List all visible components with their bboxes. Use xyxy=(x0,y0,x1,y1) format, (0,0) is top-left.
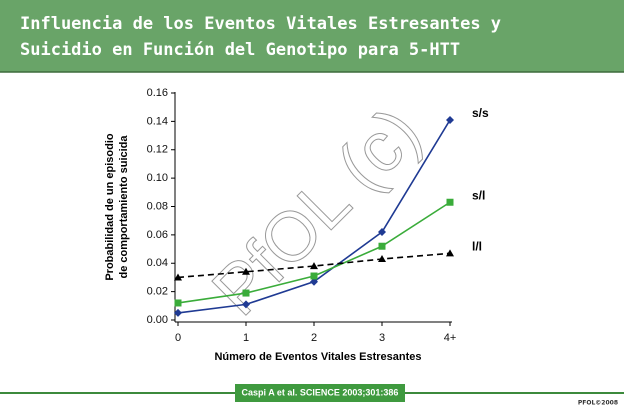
title-line: Influencia de los Eventos Vitales Estres… xyxy=(20,14,501,34)
point xyxy=(242,300,250,309)
y-tick-label: 0.00 xyxy=(147,314,168,326)
x-tick-label: 2 xyxy=(311,332,317,344)
y-tick-label: 0.14 xyxy=(147,115,168,127)
y-tick-label: 0.04 xyxy=(147,257,168,269)
point xyxy=(378,242,386,250)
citation: Caspi A et al. SCIENCE 2003;301:386 xyxy=(242,387,399,397)
y-tick-label: 0.16 xyxy=(147,87,168,99)
point xyxy=(310,272,318,280)
x-tick-label: 1 xyxy=(243,332,249,344)
point xyxy=(446,249,454,257)
point xyxy=(174,273,182,281)
y-tick-label: 0.08 xyxy=(147,200,168,212)
y-tick-label: 0.02 xyxy=(147,286,168,298)
point xyxy=(446,198,454,206)
y-axis-label: Probabilidad de un episodio xyxy=(104,133,116,281)
x-tick-label: 0 xyxy=(175,332,181,344)
point xyxy=(446,115,454,124)
header xyxy=(0,0,624,72)
title-line: Suicidio en Función del Genotipo para 5-… xyxy=(20,40,460,60)
citation-box xyxy=(235,384,405,402)
x-axis-label: Número de Eventos Vitales Estresantes xyxy=(214,351,421,363)
point xyxy=(242,267,250,275)
footer-text: PFOL©2008 xyxy=(578,400,618,407)
point xyxy=(174,299,182,307)
point xyxy=(242,289,250,297)
point xyxy=(174,308,182,317)
x-tick-label: 4+ xyxy=(444,332,457,344)
y-axis-label: de comportamiento suicida xyxy=(118,135,130,279)
x-tick-label: 3 xyxy=(379,332,385,344)
series-label: l/l xyxy=(472,239,482,253)
y-tick-label: 0.06 xyxy=(147,229,168,241)
point xyxy=(378,254,386,262)
series-label: s/l xyxy=(472,188,485,202)
series-line xyxy=(177,252,451,279)
y-tick-label: 0.10 xyxy=(147,172,168,184)
series-label: s/s xyxy=(472,106,489,120)
point xyxy=(378,228,386,237)
point xyxy=(310,277,318,286)
point xyxy=(310,262,318,270)
y-tick-label: 0.12 xyxy=(147,144,168,156)
